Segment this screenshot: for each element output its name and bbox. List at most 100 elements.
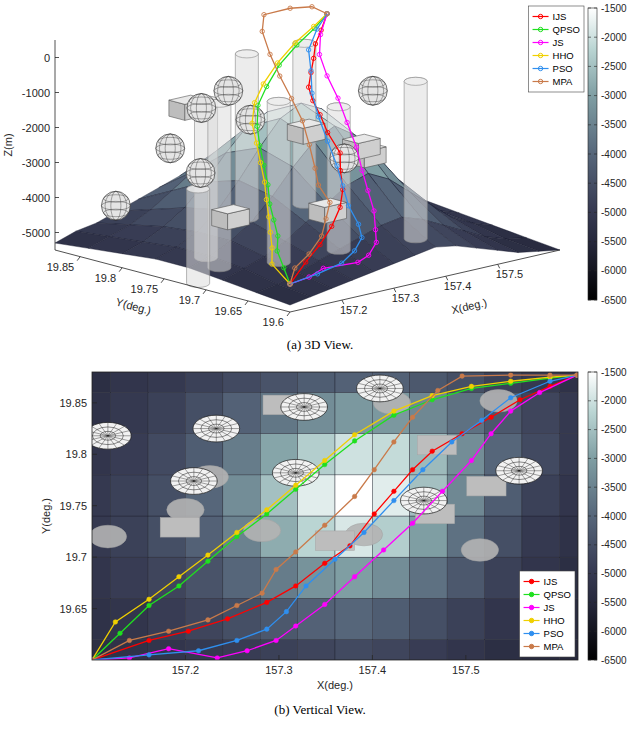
y-axis-title: Y(deg.) (115, 296, 153, 317)
path-marker (264, 600, 269, 605)
terrain-cell (372, 639, 409, 660)
colorbar-tick (588, 183, 591, 184)
sphere-mesh (177, 472, 194, 481)
terrain-cell (260, 372, 297, 393)
path-line (92, 375, 577, 660)
y-tick-label: 19.8 (66, 448, 87, 460)
sphere-mesh (216, 428, 239, 429)
x-tick-label: 157.5 (452, 664, 480, 676)
legend: IJSQPSOJSHHOPSOMPA (520, 571, 575, 657)
path-marker (352, 249, 356, 253)
sphere-mesh (279, 473, 296, 482)
path-marker (313, 42, 317, 46)
colorbar-tick (588, 544, 591, 545)
path-marker (325, 74, 329, 78)
y-tick (245, 301, 248, 305)
sphere-mesh (379, 375, 380, 388)
sphere-mesh (158, 137, 183, 144)
caption: (a) 3D View. (287, 337, 353, 352)
y-tick (92, 402, 97, 403)
terrain-cell (522, 393, 559, 434)
path-marker (268, 52, 272, 56)
z-tick (55, 232, 59, 233)
legend-label: JS (544, 602, 555, 613)
x-axis-title: X(deg.) (317, 679, 353, 691)
path-marker (537, 390, 542, 395)
path-marker (310, 5, 314, 9)
legend-marker (538, 53, 542, 57)
path-marker (316, 183, 320, 187)
sphere-mesh (189, 97, 214, 104)
sphere-mesh (171, 481, 194, 482)
terrain-cell (559, 516, 578, 557)
path-marker (489, 431, 494, 436)
cylinder-top (327, 103, 350, 111)
path-marker (254, 141, 258, 145)
legend-box (520, 571, 575, 657)
y-tick (92, 505, 97, 506)
colorbar-tick (588, 241, 591, 242)
sphere-mesh (519, 466, 541, 471)
plot-3d (55, 5, 560, 305)
sphere-mesh (193, 468, 194, 481)
colorbar-tick (594, 124, 597, 125)
sphere (156, 134, 185, 163)
path-marker (318, 242, 322, 246)
sphere-mesh (216, 80, 241, 87)
path-marker (319, 234, 323, 238)
terrain-cell (148, 372, 185, 393)
terrain-cell (298, 557, 335, 598)
sphere (92, 422, 131, 449)
x-tick-label: 157.2 (340, 304, 368, 316)
path-marker (341, 184, 345, 188)
sphere-mesh (92, 436, 108, 441)
path-marker (430, 449, 435, 454)
path-marker (252, 100, 256, 104)
sphere (356, 375, 403, 402)
path-marker (318, 32, 322, 36)
path-marker (575, 373, 578, 378)
path-marker (336, 96, 340, 100)
terrain-cell (148, 639, 185, 660)
path-marker (278, 74, 282, 78)
x-tick-label: 157.3 (265, 664, 293, 676)
path-marker (113, 620, 118, 625)
terrain-cell (372, 434, 409, 475)
sphere-mesh (216, 415, 217, 428)
sphere-mesh (380, 379, 397, 388)
legend-label: MPA (553, 76, 574, 87)
box (315, 531, 354, 551)
path-marker (288, 6, 292, 10)
colorbar-tick (594, 8, 597, 9)
sphere-mesh (283, 407, 305, 412)
colorbar-tick-label: -3500 (601, 482, 627, 493)
sphere (358, 76, 387, 105)
path-marker (177, 584, 182, 589)
path-marker (460, 374, 465, 379)
terrain-cell (298, 372, 335, 393)
path-marker (284, 609, 289, 614)
sphere-mesh (193, 428, 216, 429)
path-marker (309, 68, 313, 72)
sphere-mesh (187, 104, 216, 113)
path-marker (293, 584, 298, 589)
sphere-mesh (287, 460, 296, 472)
colorbar-tick (588, 8, 591, 9)
sphere-mesh (195, 429, 217, 434)
sphere-mesh (380, 388, 397, 397)
sphere-mesh (189, 111, 214, 118)
sphere-mesh (296, 463, 313, 472)
terrain-cell (335, 639, 372, 660)
sphere-mesh (156, 144, 185, 153)
path-marker (118, 631, 123, 636)
path-marker (372, 512, 377, 517)
sphere (193, 415, 240, 442)
colorbar-tick (594, 400, 597, 401)
path-marker (489, 415, 494, 420)
sphere-mesh (216, 429, 233, 438)
x-tick-label: 157.2 (172, 664, 200, 676)
legend-label: HHO (544, 615, 565, 626)
cylinder (267, 97, 290, 266)
path-marker (235, 530, 240, 535)
y-axis-title: Y(deg.) (40, 498, 52, 534)
